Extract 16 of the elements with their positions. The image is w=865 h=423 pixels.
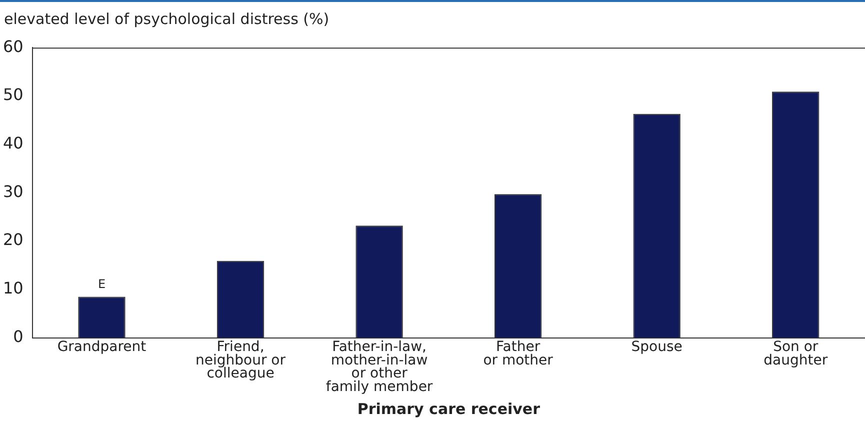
- x-tick-label: Father-in-law, mother-in-law or other family member: [326, 339, 433, 395]
- y-tick-label: 10: [3, 278, 24, 298]
- y-tick-label: 0: [13, 326, 24, 346]
- x-tick-label: Father or mother: [483, 339, 554, 368]
- y-tick-label: 30: [3, 182, 24, 201]
- y-tick-label: 40: [3, 133, 24, 152]
- y-tick-label: 20: [3, 230, 24, 250]
- x-axis-title: Primary care receiver: [357, 400, 541, 418]
- x-tick-label: Grandparent: [57, 339, 147, 356]
- y-tick-label: 60: [3, 36, 24, 56]
- annotation: E: [98, 276, 106, 291]
- y-tick-label: 50: [3, 85, 24, 104]
- x-tick-label: Friend, neighbour or colleague: [196, 339, 286, 382]
- y-axis-title: elevated level of psychological distress (%): [4, 10, 330, 28]
- x-tick-label: Son or daughter: [764, 339, 828, 368]
- x-tick-label: Spouse: [631, 339, 682, 356]
